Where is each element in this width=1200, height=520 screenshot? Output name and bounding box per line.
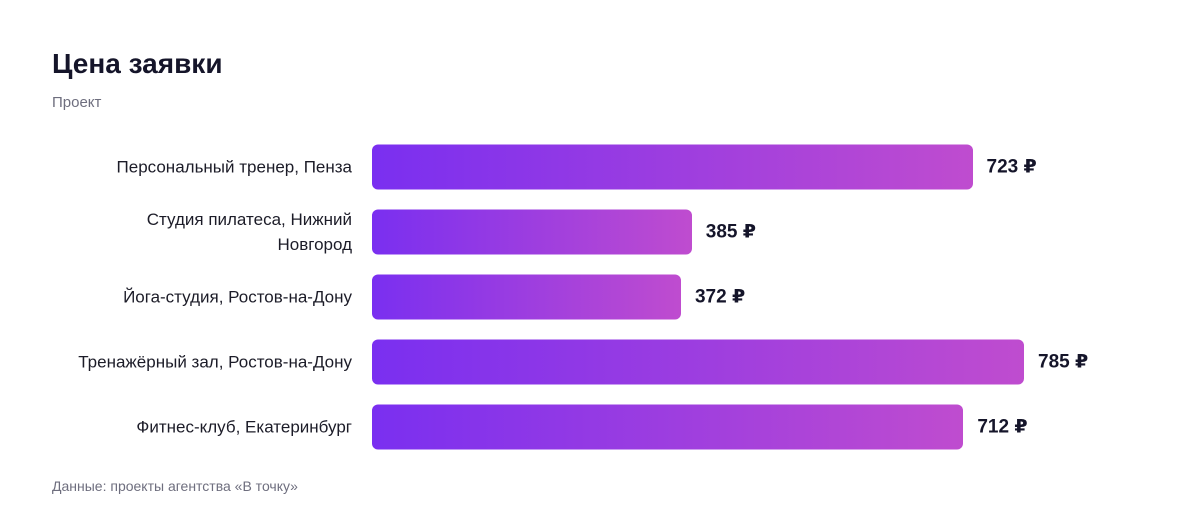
- value-label: 723 ₽: [986, 156, 1037, 178]
- source-note: Данные: проекты агентства «В точку»: [52, 478, 298, 494]
- category-label: Студия пилатеса, Нижний Новгород: [146, 210, 352, 254]
- category-label: Йога-студия, Ростов-на-Дону: [123, 287, 352, 307]
- value-label: 372 ₽: [694, 286, 746, 308]
- bar: [372, 339, 1024, 385]
- value-label: 712 ₽: [977, 416, 1028, 438]
- category-label: Персональный тренер, Пенза: [116, 157, 352, 177]
- chart-subtitle: Проект: [52, 94, 102, 111]
- bar: [372, 209, 692, 255]
- value-label: 385 ₽: [705, 221, 756, 243]
- bar: [372, 404, 964, 450]
- bar: [372, 144, 973, 190]
- category-label: Фитнес-клуб, Екатеринбург: [136, 417, 352, 437]
- value-label: 785 ₽: [1038, 351, 1089, 373]
- chart-title: Цена заявки: [52, 48, 223, 79]
- category-label: Тренажёрный зал, Ростов-на-Дону: [78, 352, 352, 372]
- bar: [372, 274, 681, 320]
